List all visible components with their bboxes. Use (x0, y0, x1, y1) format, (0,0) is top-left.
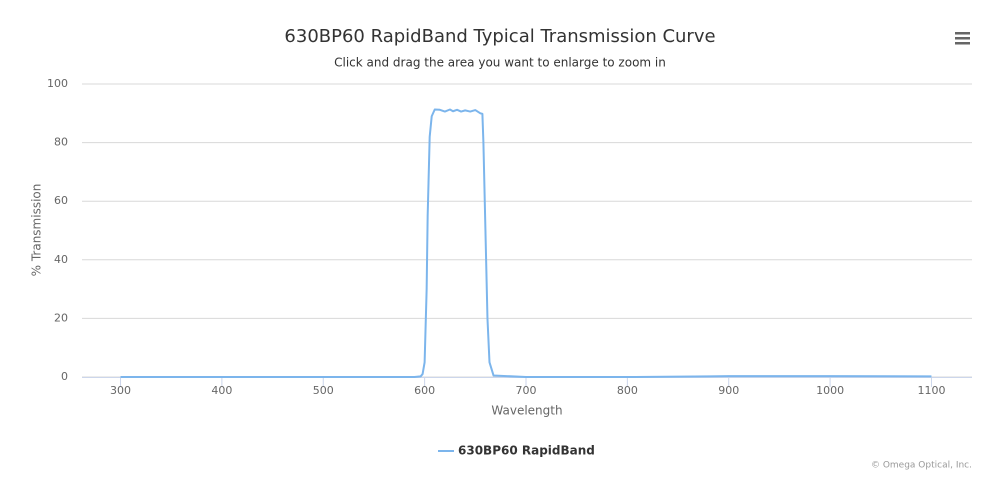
series-line (120, 108, 932, 378)
y-tick-label: 20 (54, 311, 68, 324)
y-tick-label: 80 (54, 136, 68, 149)
x-axis-title: Wavelength (491, 404, 562, 418)
legend-label: 630BP60 RapidBand (458, 444, 595, 458)
menu-button[interactable] (955, 32, 970, 45)
menu-bar (955, 37, 970, 40)
y-tick-label: 100 (47, 77, 68, 90)
y-tick-label: 0 (61, 370, 68, 383)
menu-bar (955, 42, 970, 45)
x-tick-label: 300 (110, 384, 131, 397)
x-tick-label: 600 (414, 384, 435, 397)
y-axis-title: % Transmission (30, 184, 44, 277)
chart-title: 630BP60 RapidBand Typical Transmission C… (284, 26, 715, 47)
credit: © Omega Optical, Inc. (871, 461, 972, 471)
y-tick-label: 40 (54, 253, 68, 266)
x-tick-label: 1100 (917, 384, 945, 397)
menu-bar (955, 32, 970, 35)
x-tick-label: 800 (617, 384, 638, 397)
legend-item[interactable]: 630BP60 RapidBand (438, 444, 595, 458)
x-tick-label: 700 (515, 384, 536, 397)
chart-subtitle: Click and drag the area you want to enla… (334, 56, 666, 70)
x-tick-label: 400 (211, 384, 232, 397)
x-tick-label: 500 (313, 384, 334, 397)
x-tick-label: 900 (718, 384, 739, 397)
x-tick-label: 1000 (816, 384, 844, 397)
y-tick-label: 60 (54, 194, 68, 207)
